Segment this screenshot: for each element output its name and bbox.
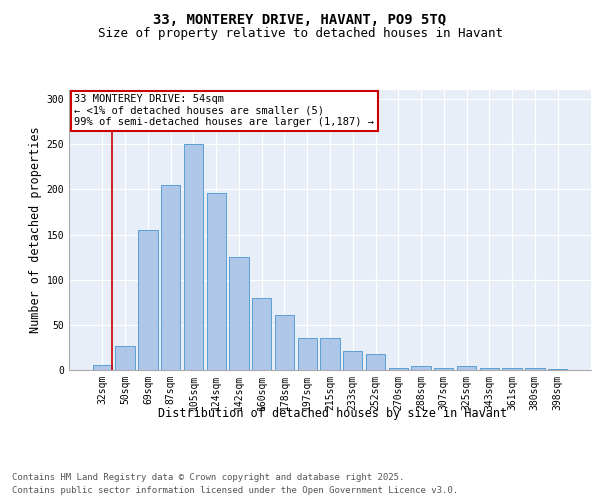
Text: Distribution of detached houses by size in Havant: Distribution of detached houses by size …: [158, 408, 508, 420]
Bar: [115, 346, 135, 370]
Bar: [412, 366, 431, 370]
Bar: [479, 368, 499, 370]
Bar: [161, 185, 181, 370]
Text: Contains HM Land Registry data © Crown copyright and database right 2025.: Contains HM Land Registry data © Crown c…: [12, 472, 404, 482]
Bar: [206, 193, 226, 370]
Bar: [275, 315, 294, 370]
Bar: [389, 368, 408, 370]
Bar: [548, 369, 567, 370]
Bar: [184, 144, 203, 370]
Bar: [502, 368, 522, 370]
Bar: [457, 366, 476, 370]
Text: 33 MONTEREY DRIVE: 54sqm
← <1% of detached houses are smaller (5)
99% of semi-de: 33 MONTEREY DRIVE: 54sqm ← <1% of detach…: [74, 94, 374, 128]
Bar: [93, 366, 112, 370]
Bar: [343, 351, 362, 370]
Y-axis label: Number of detached properties: Number of detached properties: [29, 126, 43, 334]
Text: Size of property relative to detached houses in Havant: Size of property relative to detached ho…: [97, 28, 503, 40]
Bar: [366, 354, 385, 370]
Bar: [138, 230, 158, 370]
Bar: [320, 338, 340, 370]
Text: 33, MONTEREY DRIVE, HAVANT, PO9 5TQ: 33, MONTEREY DRIVE, HAVANT, PO9 5TQ: [154, 12, 446, 26]
Bar: [229, 257, 248, 370]
Bar: [525, 368, 545, 370]
Bar: [252, 298, 271, 370]
Text: Contains public sector information licensed under the Open Government Licence v3: Contains public sector information licen…: [12, 486, 458, 495]
Bar: [434, 368, 454, 370]
Bar: [298, 338, 317, 370]
